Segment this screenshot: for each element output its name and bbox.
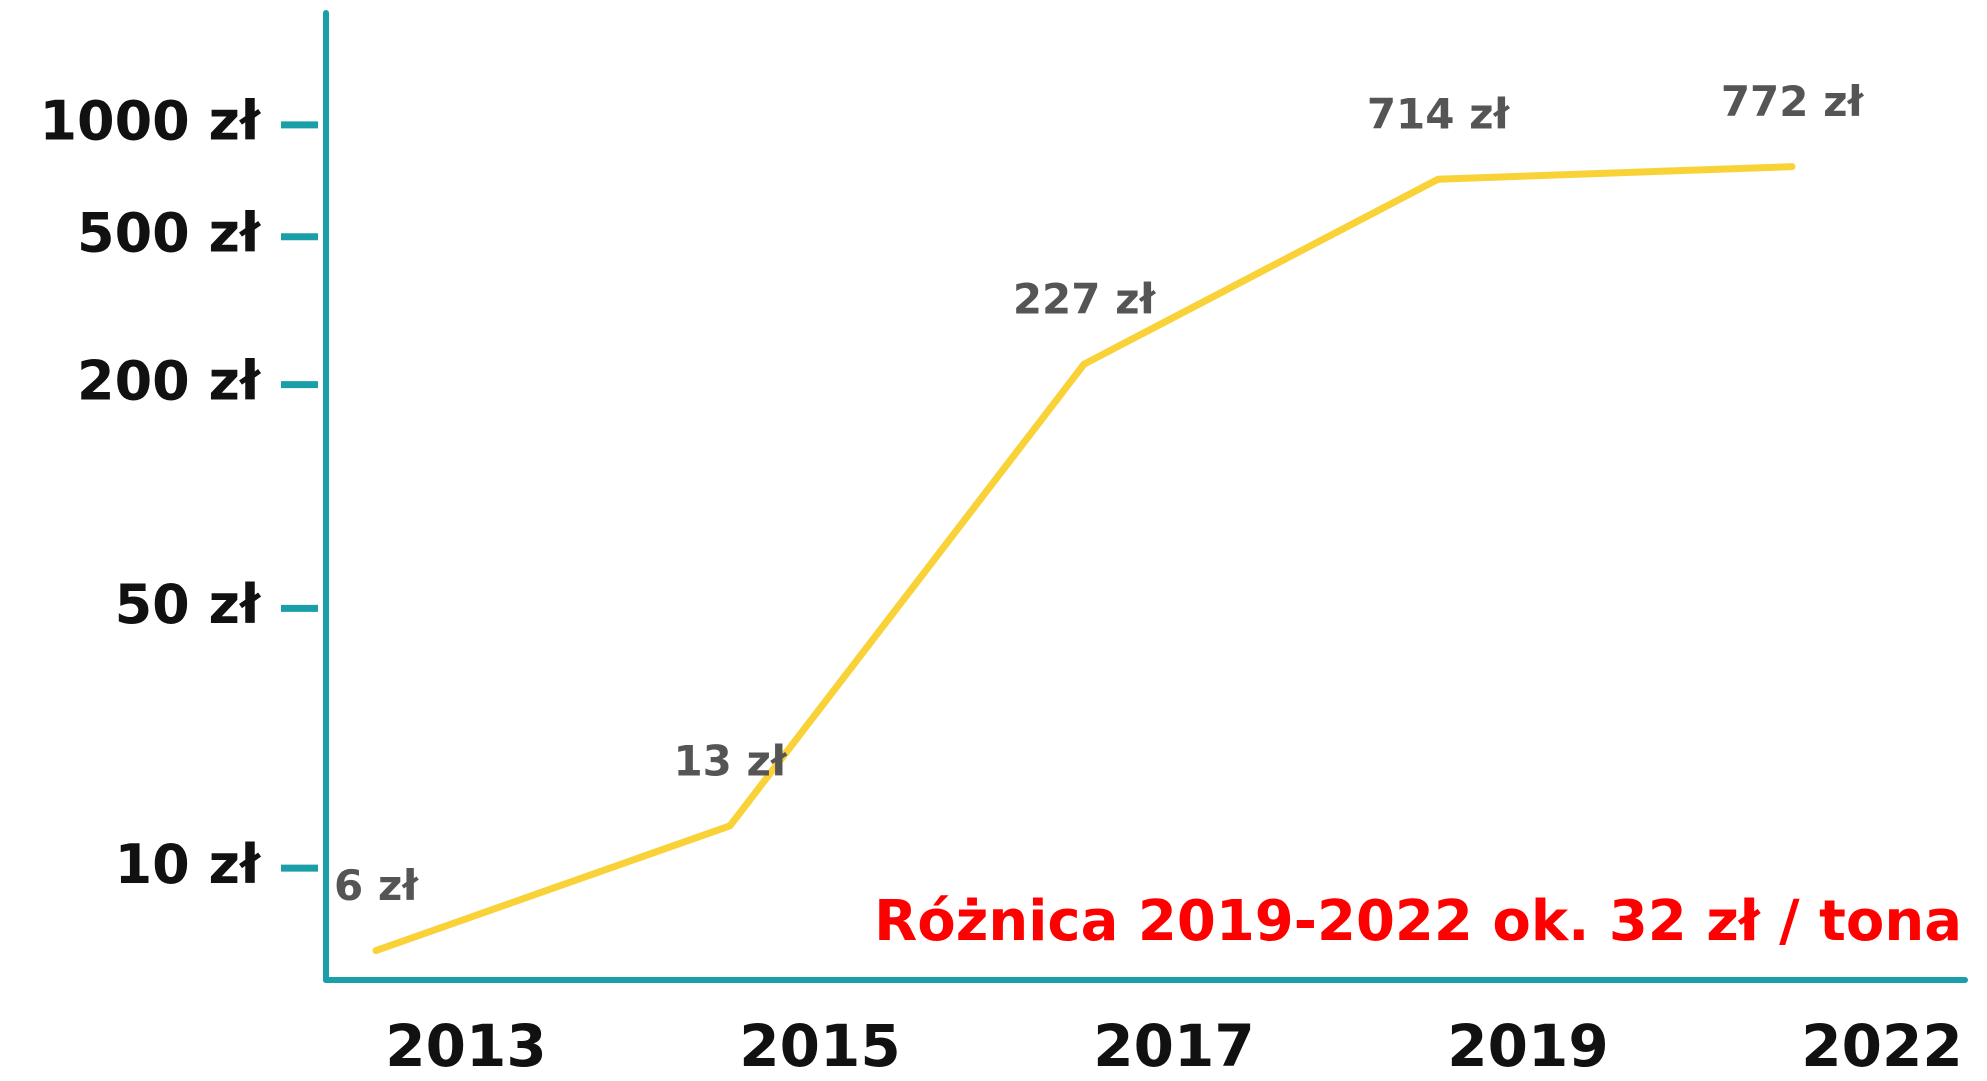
x-tick-label: 2015 — [739, 1012, 900, 1080]
x-tick-label: 2022 — [1801, 1012, 1962, 1080]
y-tick-label: 1000 zł — [39, 90, 262, 153]
y-tick-label: 200 zł — [77, 349, 262, 412]
x-tick-label: 2017 — [1093, 1012, 1254, 1080]
data-label: 6 zł — [334, 861, 419, 910]
y-tick-label: 10 zł — [115, 833, 262, 896]
data-label: 714 zł — [1367, 90, 1511, 139]
x-tick-label: 2013 — [385, 1012, 546, 1080]
annotation: Różnica 2019-2022 ok. 32 zł / tona — [874, 889, 1962, 954]
y-tick-label: 50 zł — [115, 573, 262, 636]
data-label: 13 zł — [673, 736, 788, 785]
line — [372, 163, 1796, 955]
y-tick-label: 500 zł — [77, 201, 262, 264]
x-tick-label: 2019 — [1447, 1012, 1608, 1080]
data-label: 227 zł — [1013, 275, 1157, 324]
data-label: 772 zł — [1721, 77, 1865, 126]
